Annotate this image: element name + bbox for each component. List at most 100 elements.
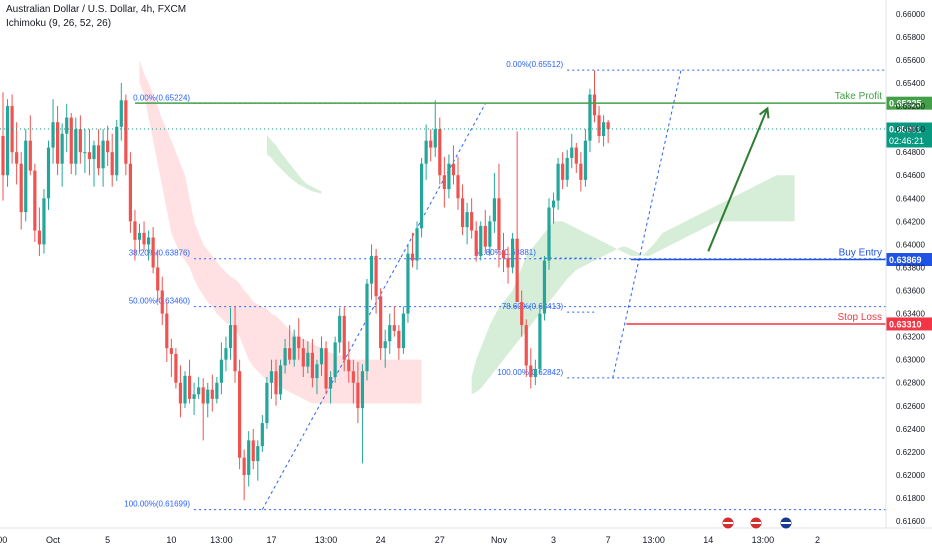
time-tick: 3 xyxy=(551,535,556,545)
candle xyxy=(46,140,51,210)
candle xyxy=(379,288,383,360)
price-tick: 0.64400 xyxy=(896,194,925,203)
candle-body xyxy=(110,152,114,176)
time-tick: 13:00 xyxy=(210,535,233,545)
price-tick: 0.62800 xyxy=(896,379,925,388)
candle xyxy=(397,325,401,360)
candle-body xyxy=(242,457,246,475)
candle xyxy=(529,348,533,389)
candle-body xyxy=(288,348,292,360)
candle-body xyxy=(524,325,528,366)
candle-body xyxy=(46,147,51,199)
candle-body xyxy=(247,440,251,475)
candle-body xyxy=(606,122,610,130)
candle xyxy=(238,359,242,470)
candle xyxy=(65,103,69,153)
candle-body xyxy=(228,325,233,349)
candle-body xyxy=(506,258,510,268)
candle-body xyxy=(470,212,474,231)
candle xyxy=(165,302,169,362)
candle-body xyxy=(178,382,183,404)
candle-body xyxy=(365,283,369,372)
candle xyxy=(60,123,64,187)
time-tick: Oct xyxy=(46,535,61,545)
candle-body xyxy=(406,253,410,314)
price-tick: 0.63800 xyxy=(896,263,925,272)
candle-body xyxy=(169,348,173,354)
candles xyxy=(1,70,610,501)
candle xyxy=(497,163,501,268)
candle xyxy=(524,319,528,377)
candle-body xyxy=(315,364,319,379)
candle xyxy=(369,244,374,300)
candle-body xyxy=(551,200,556,208)
candle-body xyxy=(310,352,314,379)
candle xyxy=(438,117,442,185)
candle-body xyxy=(37,230,41,245)
candle xyxy=(92,140,96,187)
candle xyxy=(56,106,60,176)
candle xyxy=(110,133,114,187)
fib-label: 0.00%(0.65224) xyxy=(133,93,190,102)
cloud-bear xyxy=(139,59,422,404)
candle-body xyxy=(533,368,537,377)
candle xyxy=(365,278,369,381)
candle-body xyxy=(28,140,32,171)
candle xyxy=(128,152,132,233)
candle xyxy=(333,336,337,383)
candle-body xyxy=(579,163,583,180)
candle-body xyxy=(115,126,119,176)
fib-label: 0.00%(0.65512) xyxy=(506,60,563,69)
candle-body xyxy=(420,163,424,229)
candle xyxy=(256,440,260,481)
price-tick: 0.63000 xyxy=(896,356,925,365)
price-tick: 0.65400 xyxy=(896,79,925,88)
candle xyxy=(456,156,460,210)
candle xyxy=(492,172,496,233)
candle xyxy=(101,129,105,187)
candle xyxy=(260,415,264,452)
candle xyxy=(78,115,82,164)
ichimoku-cloud xyxy=(139,59,795,404)
candle-body xyxy=(233,325,237,372)
time-tick: 7 xyxy=(606,535,611,545)
candle-body xyxy=(56,122,60,164)
candle xyxy=(388,313,392,354)
candle xyxy=(547,198,551,270)
candle-body xyxy=(333,342,337,377)
candle-body xyxy=(547,207,551,261)
candle xyxy=(451,145,456,185)
candle xyxy=(551,192,556,224)
candle-body xyxy=(206,389,210,404)
time-tick: 24 xyxy=(376,535,386,545)
candle-body xyxy=(465,212,469,228)
candle-body xyxy=(338,315,342,343)
candle-body xyxy=(383,341,387,349)
candle xyxy=(565,149,569,187)
candle xyxy=(561,152,565,190)
candle xyxy=(265,376,269,429)
candle-body xyxy=(15,152,19,164)
candle xyxy=(597,106,601,143)
candle xyxy=(329,371,333,404)
candle-body xyxy=(602,122,606,137)
candle-body xyxy=(561,163,565,180)
candle-body xyxy=(542,260,547,314)
trade-levels: Take Profit 0.65225 Buy Entry 0.63869 Stop L… xyxy=(0,91,932,331)
candle xyxy=(83,129,87,173)
candle-body xyxy=(151,237,155,268)
candle-body xyxy=(479,225,483,256)
candle-body xyxy=(101,140,105,169)
candle xyxy=(306,341,310,374)
candle xyxy=(124,94,128,176)
candle xyxy=(465,202,469,245)
candle xyxy=(142,221,146,251)
candle xyxy=(301,338,305,377)
candle xyxy=(506,246,510,284)
candle-body xyxy=(415,228,419,261)
candle-body xyxy=(319,348,324,365)
candle-body xyxy=(65,117,69,134)
candle xyxy=(606,119,610,143)
